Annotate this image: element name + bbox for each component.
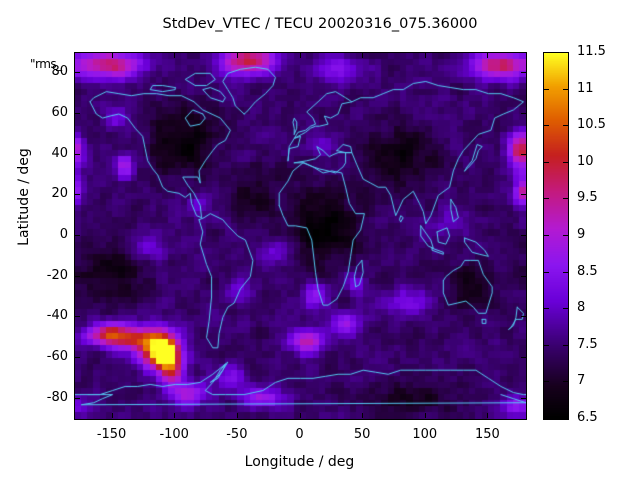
y-tick-mark bbox=[75, 397, 80, 399]
y-tick-mark bbox=[75, 357, 80, 358]
colorbar-tick-mark bbox=[563, 418, 568, 419]
colorbar-tick-mark bbox=[563, 235, 568, 236]
x-tick-mark bbox=[424, 53, 426, 58]
x-tick-label: -50 bbox=[226, 427, 248, 442]
x-tick-mark bbox=[362, 53, 364, 58]
y-tick-label: 0 bbox=[59, 227, 68, 242]
colorbar-tick-label: 10 bbox=[577, 153, 594, 169]
y-tick-mark bbox=[521, 397, 526, 399]
x-tick-mark bbox=[174, 413, 176, 418]
colorbar-tick-mark bbox=[544, 381, 549, 383]
page-title: StdDev_VTEC / TECU 20020316_075.36000 bbox=[162, 16, 478, 32]
x-tick-mark bbox=[299, 53, 301, 58]
x-tick-mark bbox=[424, 413, 426, 418]
y-tick-mark bbox=[521, 235, 526, 236]
y-tick-label: -80 bbox=[46, 389, 68, 405]
colorbar-tick-label: 11 bbox=[577, 80, 594, 96]
colorbar-tick-mark bbox=[563, 308, 568, 310]
x-tick-mark bbox=[362, 413, 364, 418]
y-tick-mark bbox=[521, 194, 526, 196]
colorbar-tick-mark bbox=[563, 271, 568, 273]
y-tick-label: -60 bbox=[46, 349, 68, 364]
y-tick-mark bbox=[75, 153, 80, 155]
y-tick-mark bbox=[75, 194, 80, 196]
colorbar-tick-mark bbox=[544, 418, 549, 419]
x-tick-mark bbox=[487, 413, 489, 418]
colorbar-tick-mark bbox=[544, 52, 549, 53]
y-tick-mark bbox=[521, 72, 526, 74]
x-tick-label: 50 bbox=[353, 427, 371, 442]
colorbar-tick-label: 9 bbox=[577, 227, 586, 242]
x-tick-mark bbox=[236, 53, 238, 58]
y-tick-mark bbox=[75, 275, 80, 277]
colorbar-tick-mark bbox=[544, 125, 549, 127]
heatmap-plot-area bbox=[74, 52, 527, 420]
y-tick-mark bbox=[75, 316, 80, 318]
colorbar-tick-mark bbox=[544, 161, 549, 163]
y-tick-label: 60 bbox=[51, 105, 68, 120]
x-tick-mark bbox=[299, 413, 301, 418]
y-tick-mark bbox=[521, 357, 526, 358]
colorbar-tick-mark bbox=[563, 198, 568, 200]
x-tick-mark bbox=[111, 413, 113, 418]
colorbar-canvas bbox=[544, 53, 568, 419]
x-tick-mark bbox=[174, 53, 176, 58]
colorbar-tick-mark bbox=[563, 381, 568, 383]
colorbar-tick-label: 8 bbox=[577, 300, 586, 316]
colorbar-tick-mark bbox=[544, 344, 549, 346]
colorbar-tick-mark bbox=[563, 161, 568, 163]
colorbar-tick-mark bbox=[544, 271, 549, 273]
colorbar-tick-mark bbox=[544, 308, 549, 310]
y-tick-mark bbox=[521, 153, 526, 155]
x-tick-label: 150 bbox=[474, 427, 500, 442]
y-tick-label: 20 bbox=[51, 186, 68, 202]
x-tick-mark bbox=[236, 413, 238, 418]
x-axis-label: Longitude / deg bbox=[244, 454, 355, 470]
y-tick-mark bbox=[75, 235, 80, 236]
colorbar-tick-label: 7.5 bbox=[577, 336, 598, 352]
y-tick-mark bbox=[75, 72, 80, 74]
colorbar-tick-mark bbox=[544, 198, 549, 200]
y-tick-mark bbox=[521, 275, 526, 277]
colorbar-tick-mark bbox=[563, 125, 568, 127]
y-tick-label: 80 bbox=[51, 64, 68, 80]
y-tick-label: 40 bbox=[51, 145, 68, 161]
y-tick-mark bbox=[75, 113, 80, 114]
colorbar bbox=[543, 52, 569, 420]
x-tick-mark bbox=[111, 53, 113, 58]
colorbar-tick-mark bbox=[563, 52, 568, 53]
x-tick-label: -100 bbox=[159, 427, 189, 442]
colorbar-tick-mark bbox=[563, 344, 568, 346]
colorbar-tick-mark bbox=[544, 235, 549, 236]
colorbar-tick-mark bbox=[563, 88, 568, 90]
heatmap-canvas bbox=[75, 53, 526, 419]
colorbar-tick-label: 10.5 bbox=[577, 117, 606, 133]
y-tick-mark bbox=[521, 113, 526, 114]
x-tick-label: 100 bbox=[412, 427, 438, 442]
x-tick-label: 0 bbox=[295, 427, 304, 442]
y-tick-mark bbox=[521, 316, 526, 318]
y-tick-label: -20 bbox=[46, 267, 68, 283]
x-tick-mark bbox=[487, 53, 489, 58]
colorbar-tick-mark bbox=[544, 88, 549, 90]
colorbar-tick-label: 7 bbox=[577, 373, 586, 389]
x-tick-label: -150 bbox=[96, 427, 127, 442]
overlap-artifact-text: "rms_ bbox=[30, 57, 62, 71]
colorbar-tick-label: 6.5 bbox=[577, 410, 598, 425]
colorbar-tick-label: 11.5 bbox=[577, 44, 606, 59]
colorbar-tick-label: 8.5 bbox=[577, 263, 598, 279]
y-tick-label: -40 bbox=[46, 308, 68, 324]
colorbar-tick-label: 9.5 bbox=[577, 190, 598, 206]
